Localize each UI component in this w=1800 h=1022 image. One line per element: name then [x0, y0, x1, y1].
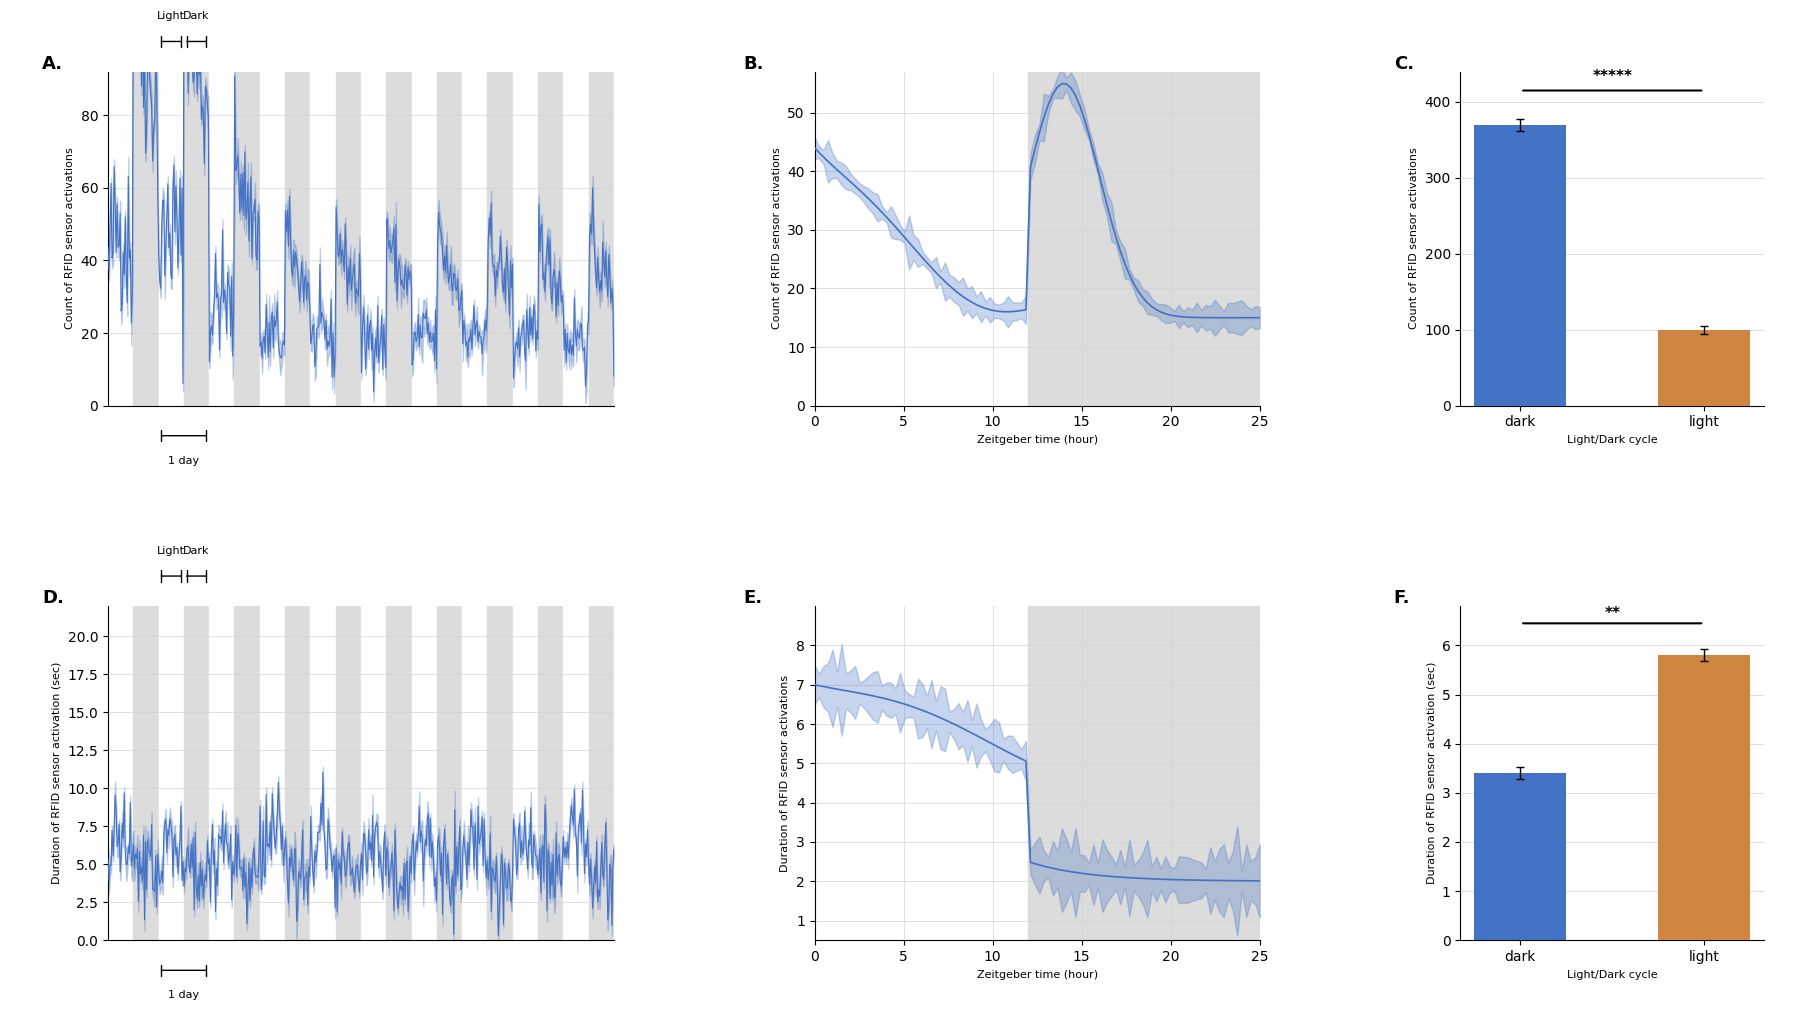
Text: Light: Light: [157, 11, 185, 21]
Bar: [1474, 125, 1566, 406]
Bar: [563, 606, 589, 940]
Y-axis label: Count of RFID sensor activations: Count of RFID sensor activations: [772, 148, 781, 329]
Bar: [639, 606, 664, 940]
Bar: [209, 606, 234, 940]
Bar: [108, 72, 133, 406]
Bar: [614, 606, 639, 940]
Bar: [387, 72, 412, 406]
Bar: [284, 606, 310, 940]
Text: Light: Light: [157, 546, 185, 556]
Bar: [209, 72, 234, 406]
Bar: [158, 72, 184, 406]
Bar: [488, 72, 513, 406]
Bar: [362, 72, 387, 406]
Text: B.: B.: [743, 55, 763, 73]
X-axis label: Light/Dark cycle: Light/Dark cycle: [1568, 970, 1658, 979]
Bar: [589, 606, 614, 940]
Bar: [362, 606, 387, 940]
Bar: [538, 72, 563, 406]
Y-axis label: Duration of RFID sensor activation (sec): Duration of RFID sensor activation (sec): [1426, 662, 1436, 884]
Text: Dark: Dark: [184, 11, 211, 21]
Bar: [1658, 330, 1750, 406]
Text: **: **: [1604, 606, 1620, 620]
Bar: [437, 72, 463, 406]
Bar: [184, 606, 209, 940]
Bar: [1028, 606, 1260, 940]
Bar: [488, 606, 513, 940]
Y-axis label: Duration of RFID sensor activations: Duration of RFID sensor activations: [781, 675, 790, 872]
Y-axis label: Count of RFID sensor activations: Count of RFID sensor activations: [1409, 148, 1418, 329]
Bar: [412, 72, 437, 406]
Text: Dark: Dark: [184, 546, 211, 556]
Bar: [133, 606, 158, 940]
Y-axis label: Count of RFID sensor activations: Count of RFID sensor activations: [65, 148, 76, 329]
X-axis label: Zeitgeber time (hour): Zeitgeber time (hour): [977, 435, 1098, 445]
Bar: [437, 606, 463, 940]
Y-axis label: Duration of RFID sensor activation (sec): Duration of RFID sensor activation (sec): [52, 662, 61, 884]
X-axis label: Light/Dark cycle: Light/Dark cycle: [1568, 435, 1658, 445]
Text: F.: F.: [1393, 590, 1409, 607]
Bar: [158, 606, 184, 940]
Text: E.: E.: [743, 590, 763, 607]
Bar: [1028, 72, 1260, 406]
Bar: [589, 72, 614, 406]
Text: D.: D.: [41, 590, 65, 607]
Bar: [335, 72, 362, 406]
Bar: [259, 606, 284, 940]
Bar: [310, 606, 335, 940]
Bar: [538, 606, 563, 940]
Bar: [335, 606, 362, 940]
Bar: [1658, 655, 1750, 940]
Text: A.: A.: [41, 55, 63, 73]
Bar: [259, 72, 284, 406]
Bar: [184, 72, 209, 406]
X-axis label: Zeitgeber time (hour): Zeitgeber time (hour): [977, 970, 1098, 979]
Bar: [463, 72, 488, 406]
Bar: [639, 72, 664, 406]
Text: *****: *****: [1593, 69, 1633, 85]
Bar: [133, 72, 158, 406]
Bar: [1474, 774, 1566, 940]
Text: C.: C.: [1393, 55, 1413, 73]
Bar: [108, 606, 133, 940]
Text: 1 day: 1 day: [169, 990, 200, 1001]
Bar: [563, 72, 589, 406]
Bar: [310, 72, 335, 406]
Text: 1 day: 1 day: [169, 456, 200, 466]
Bar: [513, 72, 538, 406]
Bar: [463, 606, 488, 940]
Bar: [614, 72, 639, 406]
Bar: [412, 606, 437, 940]
Bar: [234, 72, 259, 406]
Bar: [234, 606, 259, 940]
Bar: [387, 606, 412, 940]
Bar: [513, 606, 538, 940]
Bar: [284, 72, 310, 406]
